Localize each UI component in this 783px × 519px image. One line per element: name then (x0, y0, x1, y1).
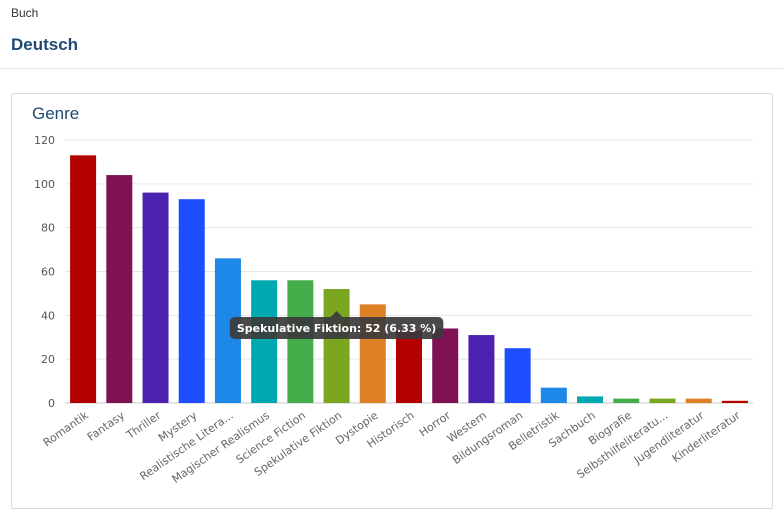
bar (721, 400, 748, 403)
tooltip (229, 311, 444, 340)
y-tick-label: 40 (41, 309, 55, 322)
chart-title: Genre (32, 104, 80, 123)
x-category-label: Fantasy (85, 409, 128, 444)
tooltip-caret (330, 311, 343, 318)
page-title: Deutsch (11, 35, 79, 54)
bar (432, 328, 459, 403)
bar (251, 280, 278, 403)
header-divider (0, 68, 783, 69)
y-tick-label: 20 (41, 353, 55, 366)
bar (577, 396, 604, 403)
y-tick-label: 120 (34, 134, 55, 147)
y-tick-label: 0 (48, 397, 55, 410)
bar (540, 387, 567, 403)
bar (613, 398, 640, 403)
bar (396, 330, 422, 403)
bar (504, 348, 531, 403)
bar (323, 289, 350, 403)
bar (106, 175, 133, 403)
y-tick-label: 60 (41, 266, 55, 279)
bar (685, 398, 712, 403)
bar (468, 335, 495, 403)
y-tick-label: 100 (34, 178, 55, 191)
breadcrumb[interactable]: Buch (11, 6, 39, 20)
bar (142, 192, 169, 403)
bar (649, 398, 676, 403)
bar (178, 199, 205, 403)
bar (70, 155, 97, 403)
tooltip-box (229, 317, 444, 340)
bar (287, 280, 314, 403)
x-category-label: Romantik (41, 408, 92, 449)
genre-bar-chart: 020406080100120RomantikFantasyThrillerMy… (34, 134, 753, 486)
tooltip-text: Spekulative Fiktion: 52 (6.33 %) (237, 322, 437, 335)
y-tick-label: 80 (41, 222, 55, 235)
chart-card: Genre 0 20 40 60 80 100 120 Romantik Fantasy Thri… (11, 93, 773, 509)
